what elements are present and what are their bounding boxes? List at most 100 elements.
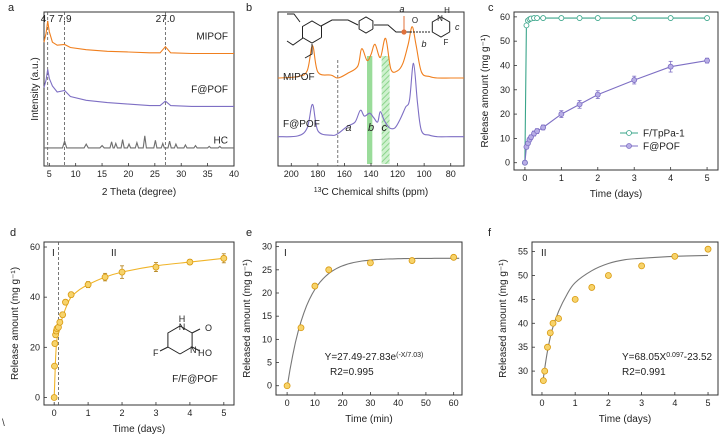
panel-a-series-label: F@POF — [191, 85, 228, 96]
panel-f-data-point — [604, 272, 612, 279]
panel-c-ylabel: Release amount (mg g⁻¹) — [480, 34, 491, 147]
panel-e-r-squared-value: 2=0.995 — [337, 367, 374, 378]
panel-e-x-tick-label: 50 — [421, 398, 431, 408]
panel-f-y-tick-label: 45 — [518, 294, 528, 304]
panel-d-y-tick-label: 40 — [30, 292, 40, 302]
panel-a-x-tick-label: 25 — [150, 169, 160, 179]
panel-b-series-label: MIPOF — [283, 72, 315, 83]
panel-b-highlight-band — [381, 56, 390, 164]
panel-c-data-point — [558, 15, 565, 21]
panel-a-reference-label: 27.0 — [156, 14, 176, 25]
panel-b-structure: a b cHN O F — [286, 4, 460, 59]
panel-b-structure-bond — [286, 37, 304, 46]
panel-a-HC-trace — [44, 135, 234, 149]
panel-d-annotation: F/F@POF — [172, 374, 218, 385]
panel-d-region-label: II — [111, 248, 117, 259]
panel-c-x-tick-label: 0 — [522, 173, 527, 183]
panel-a-x-tick-label: 30 — [176, 169, 186, 179]
panel-d-y-tick-label: 60 — [30, 242, 40, 252]
panel-e-data-point — [366, 259, 374, 267]
panel-e-letter: e — [246, 227, 252, 239]
panel-f-data-point — [704, 245, 712, 253]
panel-a-F@POF-trace — [43, 69, 234, 107]
panel-c-data-point — [522, 159, 528, 166]
panel-f-r-squared-value: 2=0.991 — [629, 367, 666, 378]
panel-b-x-tick-label: 180 — [310, 169, 325, 179]
panel-b-peak-label: b — [368, 122, 374, 134]
panel-d-structure-label: H — [179, 314, 186, 324]
panel-b-structure-bond — [320, 19, 359, 27]
panel-e-region-label: I — [284, 248, 287, 259]
panel-f-data-point — [539, 377, 547, 385]
panel-e-x-tick-label: 60 — [449, 398, 459, 408]
panel-a-MIPOF-trace — [43, 21, 234, 55]
panel-b-structure-label: b — [421, 39, 426, 49]
panel-f-letter: f — [488, 227, 492, 239]
panel-b-x-tick-label: 140 — [363, 169, 378, 179]
panel-b-structure-ring — [302, 20, 322, 44]
panel-d-structure-label: F — [153, 348, 159, 358]
panel-d-x-tick-label: 3 — [153, 408, 158, 418]
panel-f-r-squared: R2=0.991 — [622, 367, 666, 378]
panel-b-x-tick-label: 200 — [284, 169, 299, 179]
panel-e-x-tick-label: 0 — [285, 398, 290, 408]
panel-d-x-tick-label: 5 — [221, 408, 226, 418]
panel-f-x-tick-label: 4 — [672, 398, 677, 408]
panel-c-legend-label: F/TpPa-1 — [643, 129, 685, 140]
panel-d-data-point — [67, 291, 75, 299]
panel-d-data-point — [118, 268, 126, 276]
panel-e-x-tick-label: 30 — [365, 398, 375, 408]
panel-a-ylabel: Intensity (a.u.) — [30, 57, 41, 120]
panel-d-data-point — [186, 258, 194, 266]
panel-e-y-tick-label: 0 — [267, 381, 272, 391]
panel-b-structure-atom — [401, 29, 407, 35]
panel-b-structure-label: a — [399, 4, 404, 14]
panel-c-y-tick-label: 30 — [500, 85, 510, 95]
panel-d-region-label: I — [52, 248, 55, 259]
panel-c-y-tick-label: 60 — [500, 12, 510, 22]
panel-f-data-point — [571, 295, 579, 303]
panel-c-x-tick-label: 4 — [668, 173, 673, 183]
panel-c-data-point — [534, 15, 540, 21]
panel-d-x-tick-label: 4 — [187, 408, 192, 418]
panel-b-structure-label: H — [444, 6, 450, 15]
panel-e-data-point — [297, 324, 305, 332]
panel-e-data-point — [325, 266, 333, 274]
panel-b-structure-label: N — [437, 14, 443, 23]
panel-c-y-tick-label: 20 — [500, 109, 510, 119]
panel-d-data-point — [51, 340, 59, 347]
panel-f-y-tick-label: 30 — [518, 366, 528, 376]
panel-c-data-point — [631, 77, 638, 83]
panel-c-data-point — [523, 22, 530, 29]
panel-d-y-tick-label: 0 — [35, 392, 40, 402]
panel-d-structure-bond — [191, 346, 201, 352]
panel-e-equation-superscript: (-X/7.03) — [396, 352, 423, 359]
stray-backslash: \ — [2, 418, 5, 429]
panel-d-structure-label: O — [205, 323, 212, 333]
panel-f-y-tick-label: 50 — [518, 270, 528, 280]
panel-f-data-point — [544, 343, 551, 351]
panel-f-y-tick-label: 35 — [518, 342, 528, 352]
panel-c-data-point — [631, 15, 638, 21]
panel-d-data-point — [50, 394, 58, 401]
panel-c-data-point — [534, 128, 540, 135]
panel-d-xlabel: Time (days) — [113, 424, 165, 434]
panel-e-frame — [275, 241, 463, 396]
panel-b-x-tick-label: 100 — [417, 169, 432, 179]
panel-c-y-tick-label: 40 — [500, 60, 510, 70]
panel-f-equation: Y=68.05X0.097-23.52 — [622, 352, 713, 364]
panel-f-xlabel: Time (days) — [599, 414, 651, 425]
panel-a-xlabel: 2 Theta (degree) — [102, 187, 176, 198]
panel-d-data-point — [56, 318, 64, 326]
panel-d-y-tick-label: 20 — [30, 342, 40, 352]
panel-c-frame — [513, 11, 719, 171]
panel-a-x-tick-label: 40 — [229, 169, 239, 179]
panel-d-structure-label: N — [179, 322, 186, 332]
panel-b-peak-label: c — [382, 122, 388, 134]
panel-f-data-point — [555, 315, 562, 322]
panel-d-structure-label: N — [190, 345, 197, 355]
panel-d-x-tick-label: 2 — [120, 408, 125, 418]
